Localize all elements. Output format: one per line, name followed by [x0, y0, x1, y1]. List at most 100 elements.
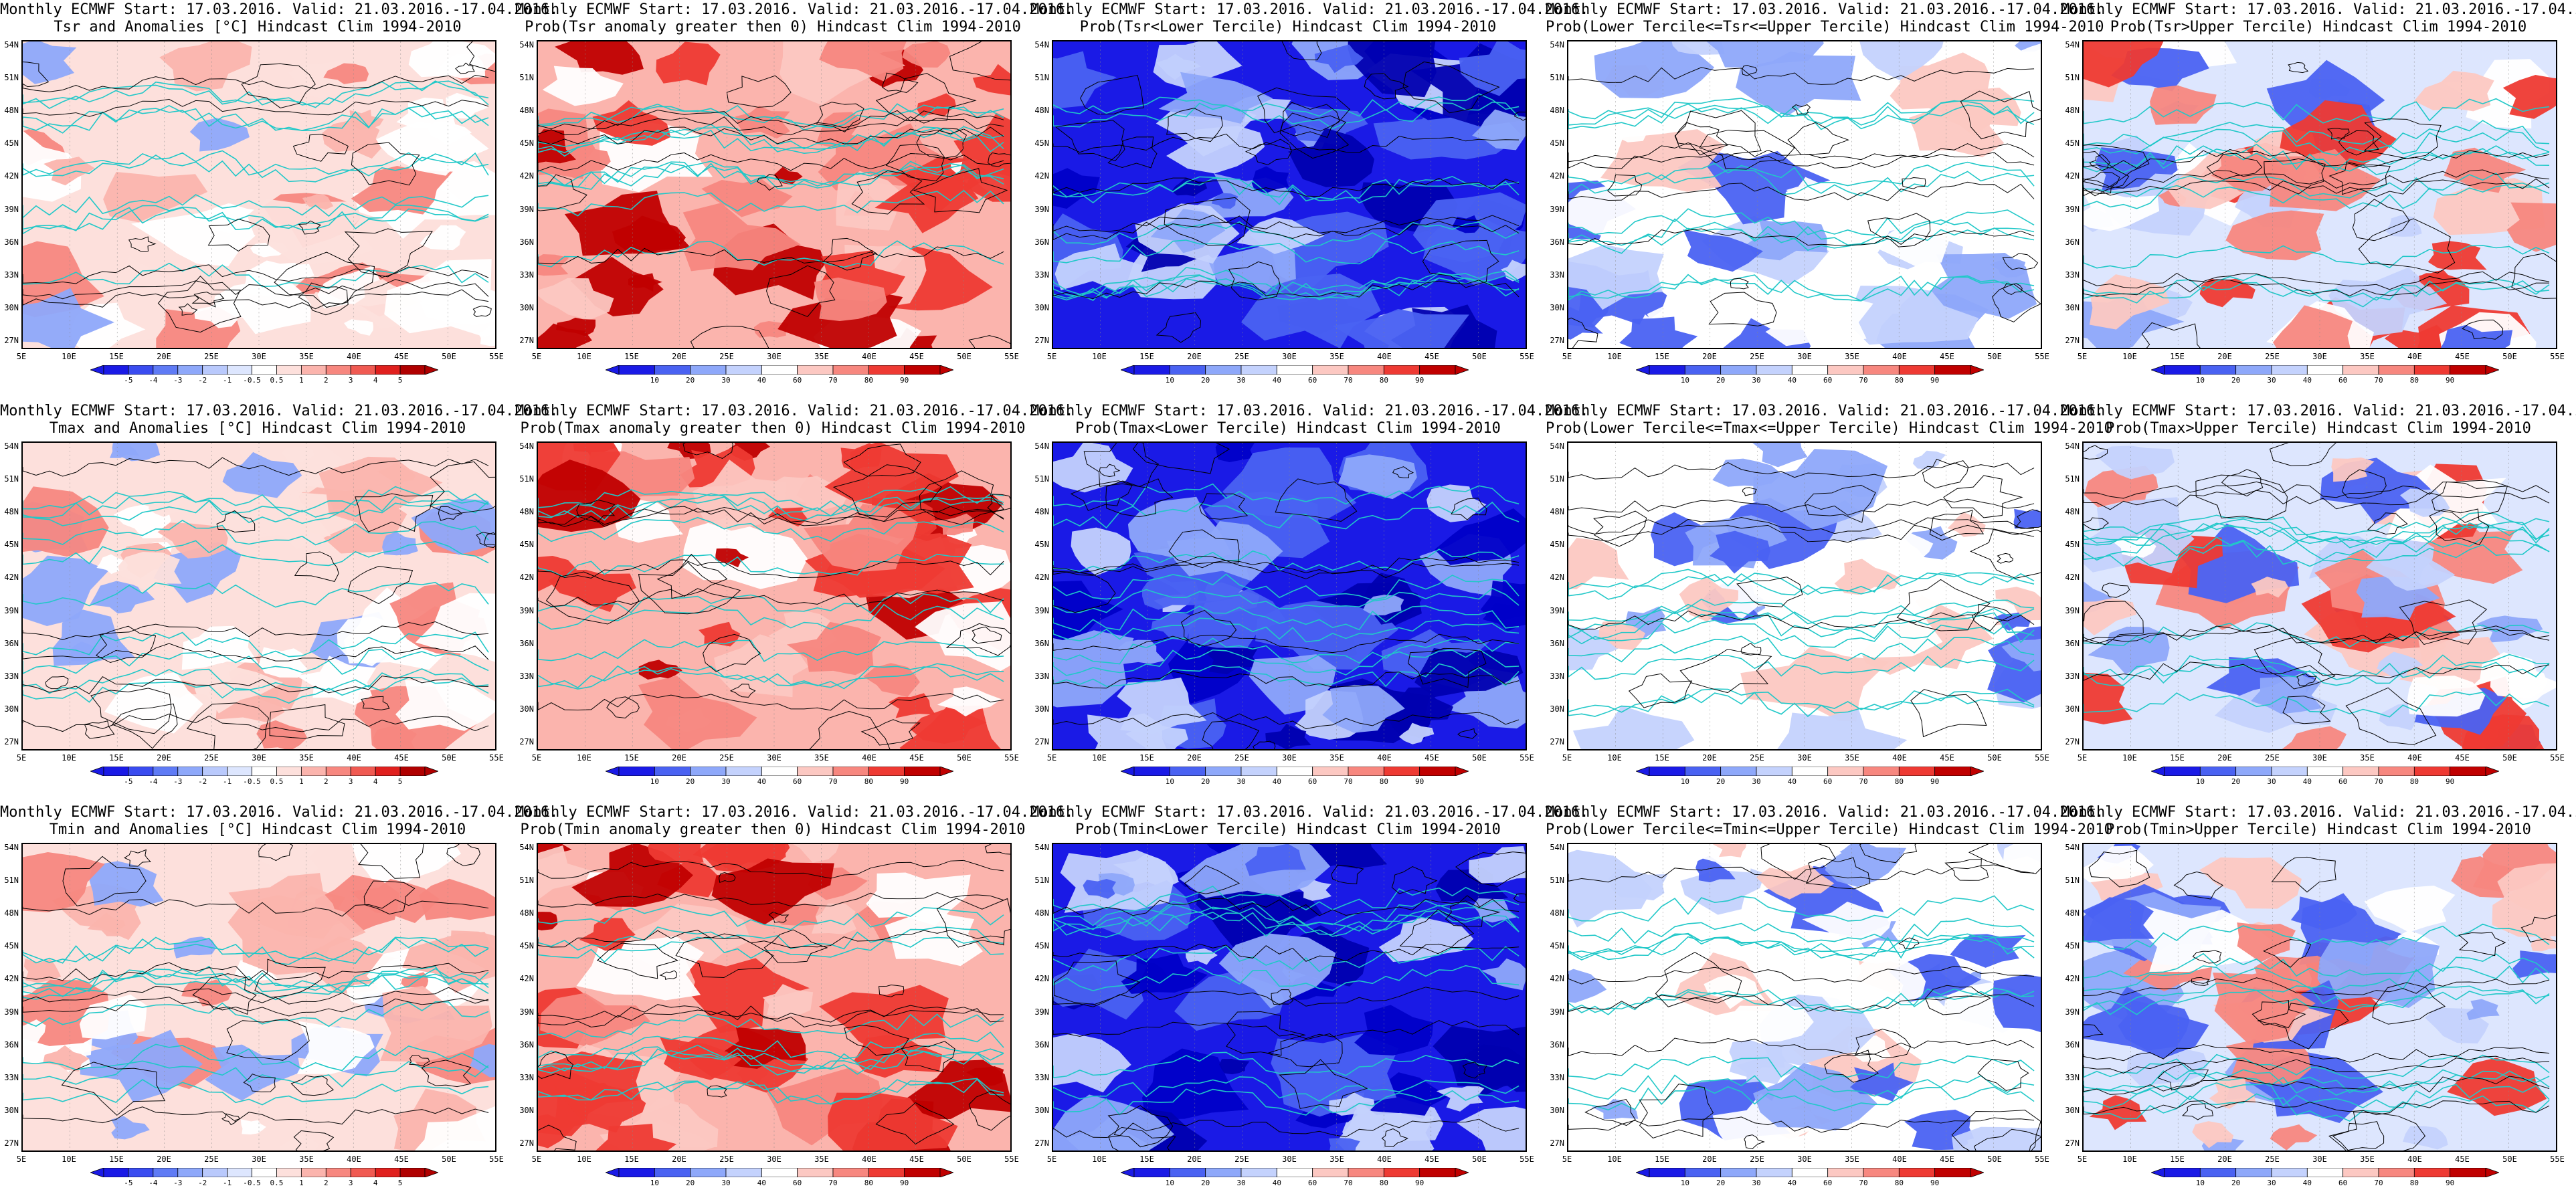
shade-region [917, 93, 957, 117]
latitude-label: 30N [1034, 302, 1049, 312]
colorbar-segment [1756, 1168, 1792, 1177]
isotherm-contour [23, 98, 489, 117]
shade-region [693, 844, 790, 871]
colorbar-segment [202, 365, 228, 375]
isotherm-contour [178, 303, 198, 316]
colorbar-tick-label: 10 [2195, 376, 2205, 385]
longitude-label: 55E [1520, 753, 1534, 763]
longitude-label: 30E [252, 753, 266, 763]
longitude-label: 25E [719, 753, 734, 763]
colorbar-segment [797, 1168, 834, 1177]
isotherm-contour [2141, 322, 2201, 348]
isotherm-contour [95, 625, 157, 664]
longitude-label: 45E [1424, 1155, 1439, 1164]
coastline [23, 937, 489, 965]
longitude-label: 25E [1750, 753, 1764, 763]
latitude-label: 48N [1550, 106, 1564, 116]
shade-region [1740, 646, 1890, 730]
latitude-label: 51N [1034, 73, 1049, 83]
isotherm-contour [1896, 579, 1991, 631]
longitude-label: 15E [2170, 1155, 2185, 1164]
coastline [23, 80, 489, 108]
colorbar [90, 767, 438, 776]
colorbar-tick-label: 90 [2446, 1179, 2455, 1187]
isotherm-contour [1973, 1128, 2041, 1150]
colorbar-segment [103, 1168, 129, 1177]
isotherm-contour [538, 559, 1004, 579]
forecast-map [21, 843, 496, 1152]
isotherm-contour [1922, 458, 1969, 489]
shade-region [1125, 723, 1188, 749]
longitude-label: 25E [1750, 1155, 1764, 1164]
latitude-label: 54N [4, 40, 19, 49]
shade-region [318, 456, 443, 510]
latitude-label: 42N [1034, 974, 1049, 984]
shade-region [1993, 974, 2041, 1033]
colorbar [1636, 365, 1984, 375]
longitude-label: 10E [2122, 753, 2137, 763]
isotherm-contour [919, 470, 1005, 525]
isotherm-contour [1824, 1049, 1879, 1083]
latitude-label: 33N [519, 671, 534, 681]
coastline [1053, 93, 1520, 117]
shade-region [408, 41, 495, 78]
isotherm-contour [1445, 895, 1501, 927]
coastline [2084, 143, 2550, 172]
coastline [1053, 178, 1520, 205]
colorbar-tick-label: 80 [1379, 1179, 1388, 1187]
colorbar-segment [2271, 1168, 2308, 1177]
latitude-label: 27N [4, 336, 19, 345]
latitude-label: 27N [2065, 1138, 2080, 1148]
longitude-label: 20E [672, 753, 686, 763]
longitude-label: 35E [1329, 1155, 1344, 1164]
colorbar-tick-label: 60 [1308, 777, 1317, 786]
colorbar-tick-label: 10 [1165, 777, 1174, 786]
colorbar-tick-label: 70 [1859, 1179, 1868, 1187]
colorbar-tick-label: 90 [1415, 376, 1424, 385]
forecast-map [2082, 843, 2557, 1152]
coastline [23, 204, 489, 231]
coastline [1568, 103, 2035, 130]
shade-region [1967, 443, 2041, 481]
colorbar-tick-label: -5 [124, 777, 133, 786]
longitude-label: 50E [442, 753, 456, 763]
latitude-label: 36N [4, 1039, 19, 1049]
colorbar-tick-label: 60 [793, 376, 802, 385]
longitude-label: 5E [16, 352, 27, 361]
shade-region [380, 985, 492, 1062]
longitude-label: 5E [2077, 352, 2088, 361]
isotherm-contour [2206, 153, 2263, 180]
shade-region [538, 912, 558, 930]
colorbar-tick-label: 30 [1236, 777, 1246, 786]
longitude-label: 50E [1987, 352, 2002, 361]
panel-title: Monthly ECMWF Start: 17.03.2016. Valid: … [2061, 1, 2576, 18]
latitude-label: 27N [1550, 336, 1564, 345]
shade-region [910, 708, 987, 744]
latitude-label: 51N [4, 876, 19, 886]
map-panel: Monthly ECMWF Start: 17.03.2016. Valid: … [1546, 0, 2104, 401]
colorbar-tick-label: 40 [1272, 777, 1281, 786]
latitude-label: 45N [1550, 138, 1564, 148]
shade-region [2377, 651, 2423, 678]
shade-region [682, 203, 801, 272]
colorbar-tick-label: 70 [1344, 376, 1353, 385]
shade-region [1568, 186, 1672, 239]
isotherm-contour [1226, 1011, 1307, 1056]
coastline [538, 126, 1004, 153]
isotherm-contour [2084, 977, 2550, 997]
longitude-label: 45E [394, 753, 409, 763]
coastline [23, 936, 489, 964]
colorbar-segment [177, 365, 203, 375]
colorbar-segment [1791, 1168, 1829, 1177]
shade-region [540, 993, 651, 1047]
shade-region [296, 656, 377, 706]
colorbar-tick-label: 0.5 [270, 1179, 284, 1187]
longitude-label: 15E [624, 753, 639, 763]
shade-region [323, 63, 369, 84]
latitude-label: 36N [4, 638, 19, 648]
longitude-label: 50E [1472, 1155, 1487, 1164]
isotherm-contour [823, 237, 878, 271]
shade-region [1322, 684, 1405, 733]
longitude-label: 20E [2217, 1155, 2232, 1164]
colorbar-segment [300, 365, 327, 375]
